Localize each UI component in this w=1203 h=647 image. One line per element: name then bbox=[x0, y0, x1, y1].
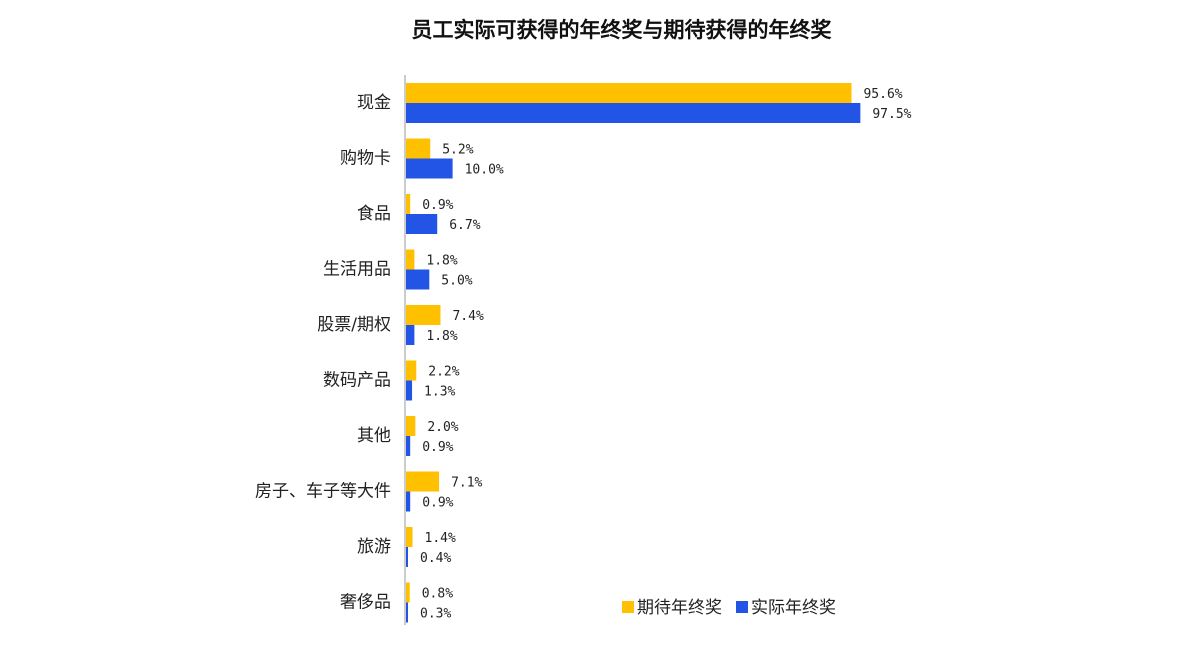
legend-swatch-actual bbox=[736, 601, 748, 613]
category-label: 奢侈品 bbox=[340, 593, 391, 613]
data-label: 5.0% bbox=[441, 274, 472, 289]
bar-actual bbox=[406, 214, 438, 234]
bar-expected bbox=[406, 194, 411, 214]
data-label: 10.0% bbox=[465, 163, 504, 178]
bar-actual bbox=[406, 380, 413, 401]
bar-expected bbox=[406, 138, 431, 159]
data-label: 6.7% bbox=[449, 218, 480, 233]
bar-expected bbox=[406, 527, 413, 547]
bar-actual bbox=[406, 547, 408, 567]
data-label: 2.0% bbox=[427, 420, 458, 435]
category-label: 现金 bbox=[357, 93, 391, 113]
bar-expected bbox=[406, 83, 852, 103]
data-label: 0.4% bbox=[420, 551, 451, 566]
category-label: 生活用品 bbox=[323, 260, 391, 280]
bar-actual bbox=[406, 436, 411, 456]
data-label: 7.4% bbox=[452, 309, 483, 324]
data-label: 0.9% bbox=[422, 496, 453, 511]
legend-label: 期待年终奖 bbox=[637, 598, 722, 618]
data-label: 1.3% bbox=[424, 385, 455, 400]
bar-expected bbox=[406, 471, 440, 492]
data-label: 7.1% bbox=[451, 476, 482, 491]
category-label: 房子、车子等大件 bbox=[255, 482, 391, 502]
category-label: 数码产品 bbox=[323, 371, 391, 391]
bar-actual bbox=[406, 602, 408, 623]
category-label: 旅游 bbox=[357, 537, 391, 557]
data-label: 1.8% bbox=[426, 254, 457, 269]
category-label: 食品 bbox=[357, 204, 391, 224]
category-label: 购物卡 bbox=[340, 149, 391, 169]
legend-swatch-expected bbox=[622, 601, 634, 613]
data-label: 0.9% bbox=[422, 198, 453, 213]
data-label: 0.9% bbox=[422, 440, 453, 455]
data-label: 5.2% bbox=[442, 143, 473, 158]
category-label: 股票/期权 bbox=[317, 315, 391, 335]
data-label: 95.6% bbox=[863, 87, 902, 102]
chart-title: 员工实际可获得的年终奖与期待获得的年终奖 bbox=[411, 18, 832, 42]
bar-expected bbox=[406, 360, 417, 381]
bar-expected bbox=[406, 305, 441, 325]
bar-actual bbox=[406, 491, 411, 512]
data-label: 2.2% bbox=[428, 365, 459, 380]
bar-actual bbox=[406, 325, 415, 345]
bar-expected bbox=[406, 582, 410, 603]
data-label: 97.5% bbox=[872, 107, 911, 122]
data-label: 0.8% bbox=[422, 587, 453, 602]
bar-actual bbox=[406, 103, 861, 123]
bar-actual bbox=[406, 269, 430, 290]
bar-expected bbox=[406, 416, 416, 436]
legend-label: 实际年终奖 bbox=[751, 598, 836, 618]
data-label: 1.4% bbox=[425, 531, 456, 546]
data-label: 1.8% bbox=[426, 329, 457, 344]
category-label: 其他 bbox=[357, 426, 391, 446]
data-label: 0.3% bbox=[420, 607, 451, 622]
bar-actual bbox=[406, 158, 453, 179]
bar-expected bbox=[406, 249, 415, 270]
